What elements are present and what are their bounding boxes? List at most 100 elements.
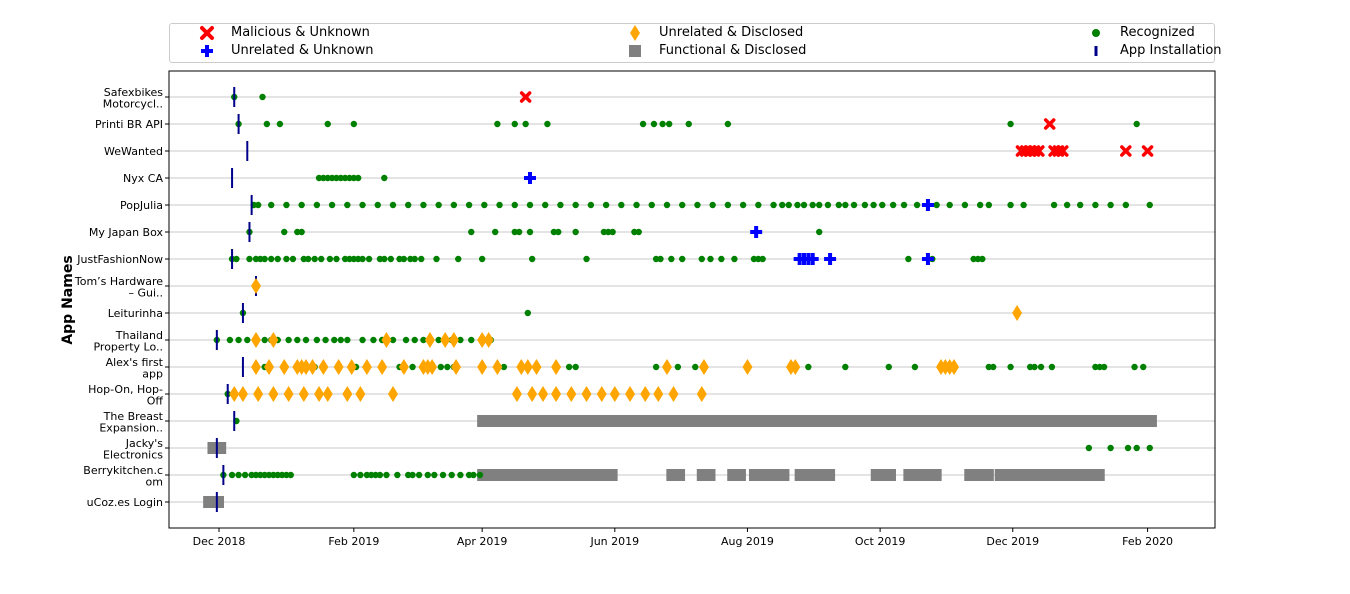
- functional-bar: [870, 469, 896, 481]
- functional-bar: [477, 415, 1157, 427]
- recognized-point: [602, 201, 610, 209]
- unrelated-disclosed-point: [298, 386, 309, 402]
- unrelated-disclosed-point: [314, 386, 325, 402]
- recognized-point: [557, 201, 564, 209]
- recognized-point: [228, 471, 236, 479]
- installation-marker: [250, 195, 253, 215]
- malicious-point: [1033, 145, 1045, 157]
- recognized-point: [524, 309, 532, 317]
- dot-marker-icon: [1092, 29, 1100, 37]
- unrelated-disclosed-point: [661, 359, 672, 375]
- recognized-point: [333, 255, 340, 263]
- recognized-point: [770, 201, 777, 209]
- unrelated-disclosed-point: [1012, 305, 1023, 321]
- recognized-point: [328, 201, 336, 209]
- recognized-point: [1031, 363, 1038, 371]
- x-tick-label: Oct 2019: [855, 535, 906, 548]
- recognized-point: [1007, 120, 1014, 128]
- unrelated-disclosed-point: [949, 359, 960, 375]
- x-tick-label: Feb 2019: [328, 535, 379, 548]
- unrelated-disclosed-point: [581, 386, 592, 402]
- unrelated-unknown-point: [921, 253, 934, 265]
- recognized-point: [1133, 444, 1140, 452]
- recognized-point: [370, 336, 377, 344]
- recognized-point: [779, 201, 786, 209]
- recognized-point: [759, 255, 766, 263]
- recognized-point: [1146, 444, 1153, 452]
- unrelated-disclosed-point: [516, 359, 527, 375]
- recognized-point: [233, 255, 240, 263]
- recognized-point: [318, 255, 325, 263]
- recognized-point: [496, 201, 503, 209]
- recognized-point: [1048, 363, 1056, 371]
- recognized-point: [302, 336, 310, 344]
- unrelated-disclosed-point: [483, 332, 494, 348]
- unrelated-disclosed-point: [250, 359, 261, 375]
- unrelated-disclosed-point: [322, 386, 333, 402]
- unrelated-disclosed-point: [424, 332, 435, 348]
- unrelated-disclosed-point: [381, 332, 392, 348]
- recognized-point: [879, 201, 886, 209]
- y-tick-label: WeWanted: [104, 145, 163, 158]
- recognized-point: [415, 471, 423, 479]
- functional-bar: [1070, 469, 1105, 481]
- unrelated-disclosed-point: [301, 359, 312, 375]
- recognized-point: [805, 363, 812, 371]
- unrelated-disclosed-point: [696, 386, 707, 402]
- malicious-point: [1141, 145, 1154, 157]
- recognized-point: [639, 120, 647, 128]
- recognized-point: [885, 363, 893, 371]
- legend-label: Unrelated & Unknown: [231, 43, 374, 58]
- recognized-point: [383, 471, 390, 479]
- unrelated-disclosed-point: [253, 386, 264, 402]
- recognized-point: [457, 336, 464, 344]
- malicious-point: [519, 91, 532, 103]
- y-tick-label: Berrykitchen.c: [83, 464, 163, 477]
- recognized-point: [409, 363, 416, 371]
- recognized-point: [241, 471, 249, 479]
- recognized-point: [739, 201, 747, 209]
- recognized-point: [1020, 201, 1027, 209]
- functional-bar: [794, 469, 814, 481]
- unrelated-disclosed-point: [742, 359, 753, 375]
- recognized-point: [304, 255, 312, 263]
- recognized-point: [850, 201, 858, 209]
- x-tick-label: Jun 2019: [589, 535, 639, 548]
- recognized-point: [354, 174, 362, 182]
- unrelated-disclosed-point: [268, 332, 279, 348]
- unrelated-disclosed-point: [427, 359, 438, 375]
- legend-label: App Installation: [1120, 43, 1222, 58]
- recognized-point: [411, 255, 418, 263]
- unrelated-disclosed-point: [318, 359, 329, 375]
- recognized-point: [381, 255, 388, 263]
- unrelated-disclosed-point: [511, 386, 522, 402]
- recognized-point: [491, 228, 499, 236]
- recognized-point: [359, 255, 366, 263]
- grid-lines: [169, 96, 1215, 503]
- recognized-point: [394, 471, 401, 479]
- recognized-point: [526, 201, 534, 209]
- recognized-point: [402, 336, 410, 344]
- recognized-point: [544, 120, 551, 128]
- recognized-point: [350, 471, 358, 479]
- unrelated-disclosed-point: [551, 359, 562, 375]
- recognized-point: [976, 201, 984, 209]
- recognized-point: [1107, 444, 1114, 452]
- recognized-point: [435, 201, 442, 209]
- installation-marker: [248, 222, 251, 242]
- recognized-point: [635, 228, 642, 236]
- recognized-point: [900, 201, 908, 209]
- recognized-point: [268, 255, 275, 263]
- recognized-point: [522, 120, 529, 128]
- recognized-point: [431, 471, 438, 479]
- recognized-point: [824, 201, 832, 209]
- recognized-point: [389, 336, 397, 344]
- recognized-point: [692, 363, 699, 371]
- functional-bar: [1044, 469, 1077, 481]
- functional-bar: [696, 469, 716, 481]
- recognized-point: [457, 471, 464, 479]
- y-tick-label: Property Lo..: [93, 341, 163, 354]
- functional-bar: [666, 469, 686, 481]
- recognized-point: [283, 201, 290, 209]
- recognized-point: [261, 336, 268, 344]
